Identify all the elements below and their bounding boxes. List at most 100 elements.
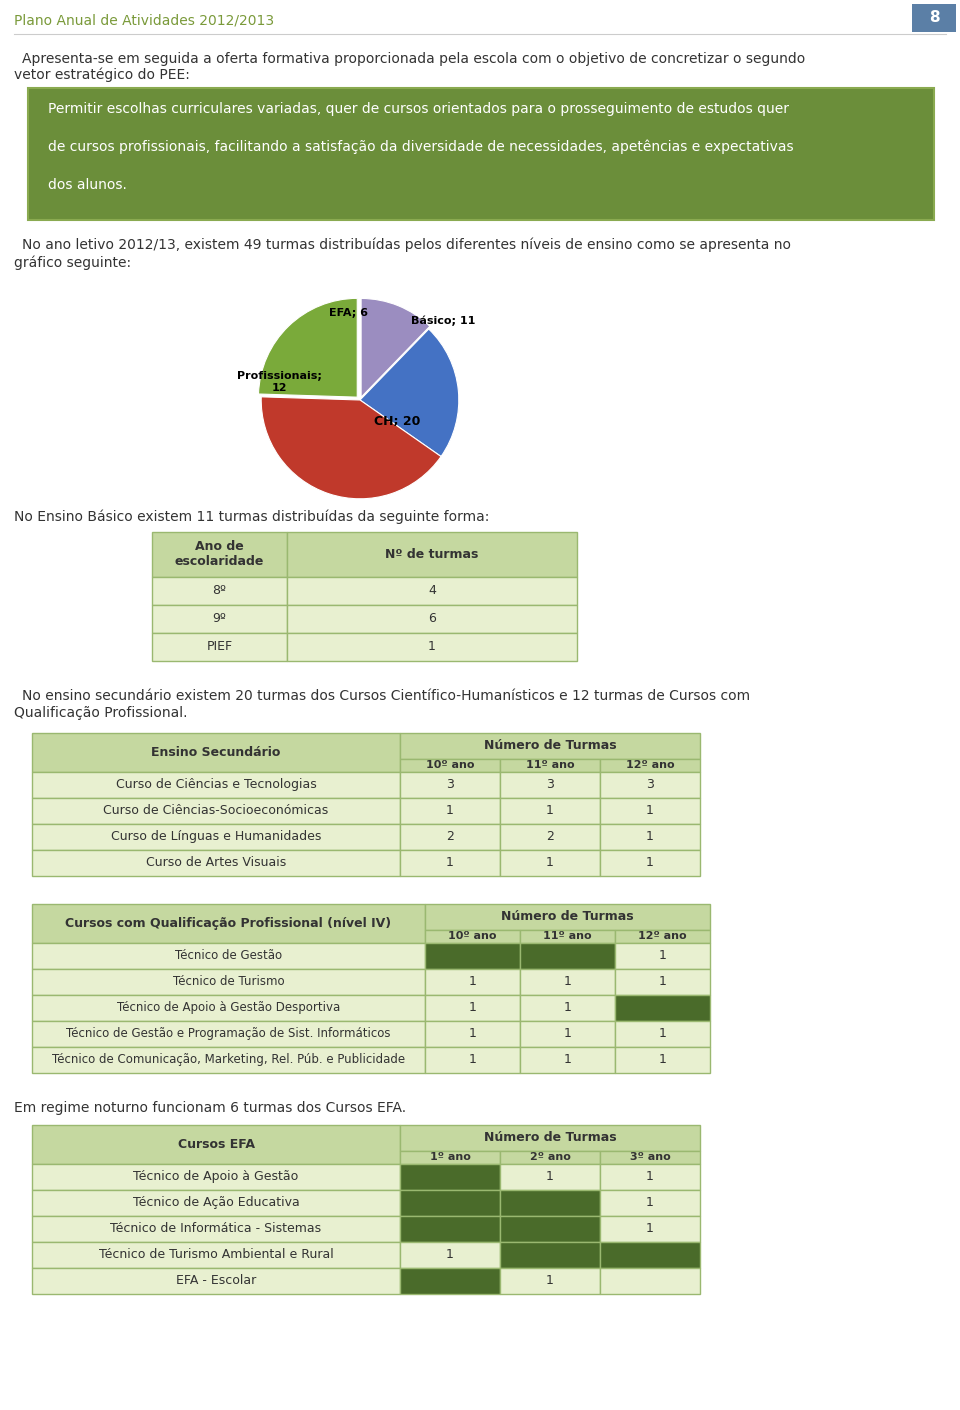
FancyBboxPatch shape <box>520 929 615 943</box>
FancyBboxPatch shape <box>32 1242 400 1268</box>
FancyBboxPatch shape <box>32 1046 425 1073</box>
Text: 1: 1 <box>446 804 454 818</box>
Text: Número de Turmas: Número de Turmas <box>484 1131 616 1145</box>
FancyBboxPatch shape <box>600 1242 700 1268</box>
Text: Técnico de Ação Educativa: Técnico de Ação Educativa <box>132 1196 300 1210</box>
Text: 3: 3 <box>646 778 654 791</box>
Text: Apresenta-se em seguida a oferta formativa proporcionada pela escola com o objet: Apresenta-se em seguida a oferta formati… <box>22 52 805 66</box>
Text: Técnico de Gestão: Técnico de Gestão <box>175 949 282 962</box>
FancyBboxPatch shape <box>600 1268 700 1294</box>
FancyBboxPatch shape <box>400 1151 500 1163</box>
FancyBboxPatch shape <box>615 1021 710 1046</box>
FancyBboxPatch shape <box>32 798 400 823</box>
Wedge shape <box>361 299 430 398</box>
FancyBboxPatch shape <box>400 850 500 876</box>
Text: 3: 3 <box>446 778 454 791</box>
FancyBboxPatch shape <box>152 633 287 661</box>
FancyBboxPatch shape <box>32 995 425 1021</box>
Text: Técnico de Informática - Sistemas: Técnico de Informática - Sistemas <box>110 1222 322 1235</box>
Text: Curso de Ciências-Socioeconómicas: Curso de Ciências-Socioeconómicas <box>104 804 328 818</box>
Text: No Ensino Básico existem 11 turmas distribuídas da seguinte forma:: No Ensino Básico existem 11 turmas distr… <box>14 510 490 525</box>
Text: 1º ano: 1º ano <box>429 1152 470 1162</box>
Text: Cursos com Qualificação Profissional (nível IV): Cursos com Qualificação Profissional (ní… <box>65 916 392 929</box>
FancyBboxPatch shape <box>32 850 400 876</box>
Text: Curso de Ciências e Tecnologias: Curso de Ciências e Tecnologias <box>115 778 317 791</box>
Text: EFA - Escolar: EFA - Escolar <box>176 1275 256 1287</box>
FancyBboxPatch shape <box>287 532 577 577</box>
Text: 1: 1 <box>646 830 654 843</box>
Text: Permitir escolhas curriculares variadas, quer de cursos orientados para o prosse: Permitir escolhas curriculares variadas,… <box>48 102 789 116</box>
FancyBboxPatch shape <box>400 733 700 759</box>
FancyBboxPatch shape <box>615 1046 710 1073</box>
Text: 1: 1 <box>546 804 554 818</box>
Text: 1: 1 <box>446 1248 454 1262</box>
FancyBboxPatch shape <box>32 1190 400 1215</box>
Text: 1: 1 <box>646 1222 654 1235</box>
FancyBboxPatch shape <box>400 771 500 798</box>
FancyBboxPatch shape <box>600 798 700 823</box>
FancyBboxPatch shape <box>287 577 577 605</box>
FancyBboxPatch shape <box>32 904 425 943</box>
Wedge shape <box>261 396 441 499</box>
FancyBboxPatch shape <box>425 943 520 969</box>
FancyBboxPatch shape <box>32 969 425 995</box>
Text: 11º ano: 11º ano <box>543 931 591 942</box>
Text: gráfico seguinte:: gráfico seguinte: <box>14 255 132 269</box>
FancyBboxPatch shape <box>425 1046 520 1073</box>
Text: de cursos profissionais, facilitando a satisfação da diversidade de necessidades: de cursos profissionais, facilitando a s… <box>48 140 794 155</box>
Text: 1: 1 <box>564 1053 571 1066</box>
Text: Técnico de Turismo: Técnico de Turismo <box>173 976 284 988</box>
FancyBboxPatch shape <box>500 850 600 876</box>
FancyBboxPatch shape <box>32 1215 400 1242</box>
Text: 1: 1 <box>428 640 436 653</box>
Text: No ensino secundário existem 20 turmas dos Cursos Científico-Humanísticos e 12 t: No ensino secundário existem 20 turmas d… <box>22 689 750 702</box>
FancyBboxPatch shape <box>32 1125 400 1163</box>
Text: 1: 1 <box>659 1028 666 1041</box>
FancyBboxPatch shape <box>400 1163 500 1190</box>
FancyBboxPatch shape <box>400 1268 500 1294</box>
FancyBboxPatch shape <box>615 943 710 969</box>
Text: 1: 1 <box>646 1170 654 1183</box>
Wedge shape <box>360 329 459 457</box>
Text: 1: 1 <box>468 976 476 988</box>
FancyBboxPatch shape <box>287 633 577 661</box>
Text: 1: 1 <box>564 976 571 988</box>
Text: Curso de Línguas e Humanidades: Curso de Línguas e Humanidades <box>110 830 322 843</box>
FancyBboxPatch shape <box>32 733 400 771</box>
FancyBboxPatch shape <box>152 532 287 577</box>
FancyBboxPatch shape <box>500 823 600 850</box>
FancyBboxPatch shape <box>500 1268 600 1294</box>
Text: Técnico de Gestão e Programação de Sist. Informáticos: Técnico de Gestão e Programação de Sist.… <box>66 1028 391 1041</box>
Text: Número de Turmas: Número de Turmas <box>501 911 634 924</box>
FancyBboxPatch shape <box>615 969 710 995</box>
FancyBboxPatch shape <box>600 759 700 771</box>
Text: Ano de
escolaridade: Ano de escolaridade <box>175 540 264 568</box>
Text: Básico; 11: Básico; 11 <box>412 316 476 326</box>
FancyBboxPatch shape <box>425 904 710 929</box>
Text: 1: 1 <box>646 1196 654 1210</box>
FancyBboxPatch shape <box>600 771 700 798</box>
Text: 1: 1 <box>546 1170 554 1183</box>
FancyBboxPatch shape <box>425 995 520 1021</box>
FancyBboxPatch shape <box>400 1125 700 1151</box>
FancyBboxPatch shape <box>520 1021 615 1046</box>
Text: Ensino Secundário: Ensino Secundário <box>152 746 280 759</box>
FancyBboxPatch shape <box>400 1190 500 1215</box>
Text: dos alunos.: dos alunos. <box>48 178 127 192</box>
Text: 10º ano: 10º ano <box>425 760 474 770</box>
Text: 12º ano: 12º ano <box>626 760 674 770</box>
Text: Curso de Artes Visuais: Curso de Artes Visuais <box>146 856 286 870</box>
Text: vetor estratégico do PEE:: vetor estratégico do PEE: <box>14 68 190 83</box>
FancyBboxPatch shape <box>500 1151 600 1163</box>
FancyBboxPatch shape <box>425 1021 520 1046</box>
FancyBboxPatch shape <box>152 605 287 633</box>
Text: 11º ano: 11º ano <box>526 760 574 770</box>
Text: No ano letivo 2012/13, existem 49 turmas distribuídas pelos diferentes níveis de: No ano letivo 2012/13, existem 49 turmas… <box>22 238 791 252</box>
FancyBboxPatch shape <box>520 995 615 1021</box>
Text: Número de Turmas: Número de Turmas <box>484 739 616 753</box>
FancyBboxPatch shape <box>600 1163 700 1190</box>
Text: 3º ano: 3º ano <box>630 1152 670 1162</box>
FancyBboxPatch shape <box>500 798 600 823</box>
FancyBboxPatch shape <box>400 823 500 850</box>
Text: 9º: 9º <box>212 612 227 625</box>
